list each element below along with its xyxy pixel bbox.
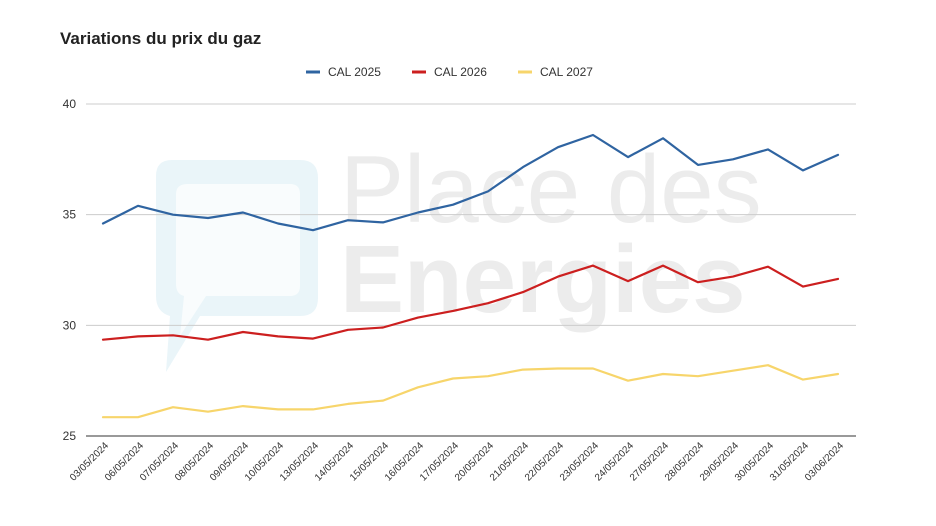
legend-label: CAL 2026 (434, 65, 487, 79)
y-axis-ticks: 25 30 35 40 (63, 97, 77, 443)
legend-label: CAL 2025 (328, 65, 381, 79)
legend-label: CAL 2027 (540, 65, 593, 79)
watermark: Place des Energies (156, 136, 762, 372)
x-axis-ticks: 03/05/202406/05/202407/05/202408/05/2024… (68, 440, 846, 483)
chart-title: Variations du prix du gaz (60, 29, 261, 48)
series-line-2 (101, 264, 840, 341)
watermark-line1: Place des (340, 136, 762, 243)
y-tick-label: 35 (63, 208, 77, 222)
series-line-3 (101, 364, 840, 419)
series-line-1 (101, 133, 840, 232)
y-tick-label: 40 (63, 97, 77, 111)
y-tick-label: 25 (63, 429, 77, 443)
gridlines (86, 103, 856, 437)
watermark-line2: Energies (340, 226, 746, 333)
legend: CAL 2025 CAL 2026 CAL 2027 (306, 65, 593, 79)
series-lines (101, 133, 840, 419)
y-tick-label: 30 (63, 318, 77, 332)
speech-bubble-icon (156, 160, 318, 372)
